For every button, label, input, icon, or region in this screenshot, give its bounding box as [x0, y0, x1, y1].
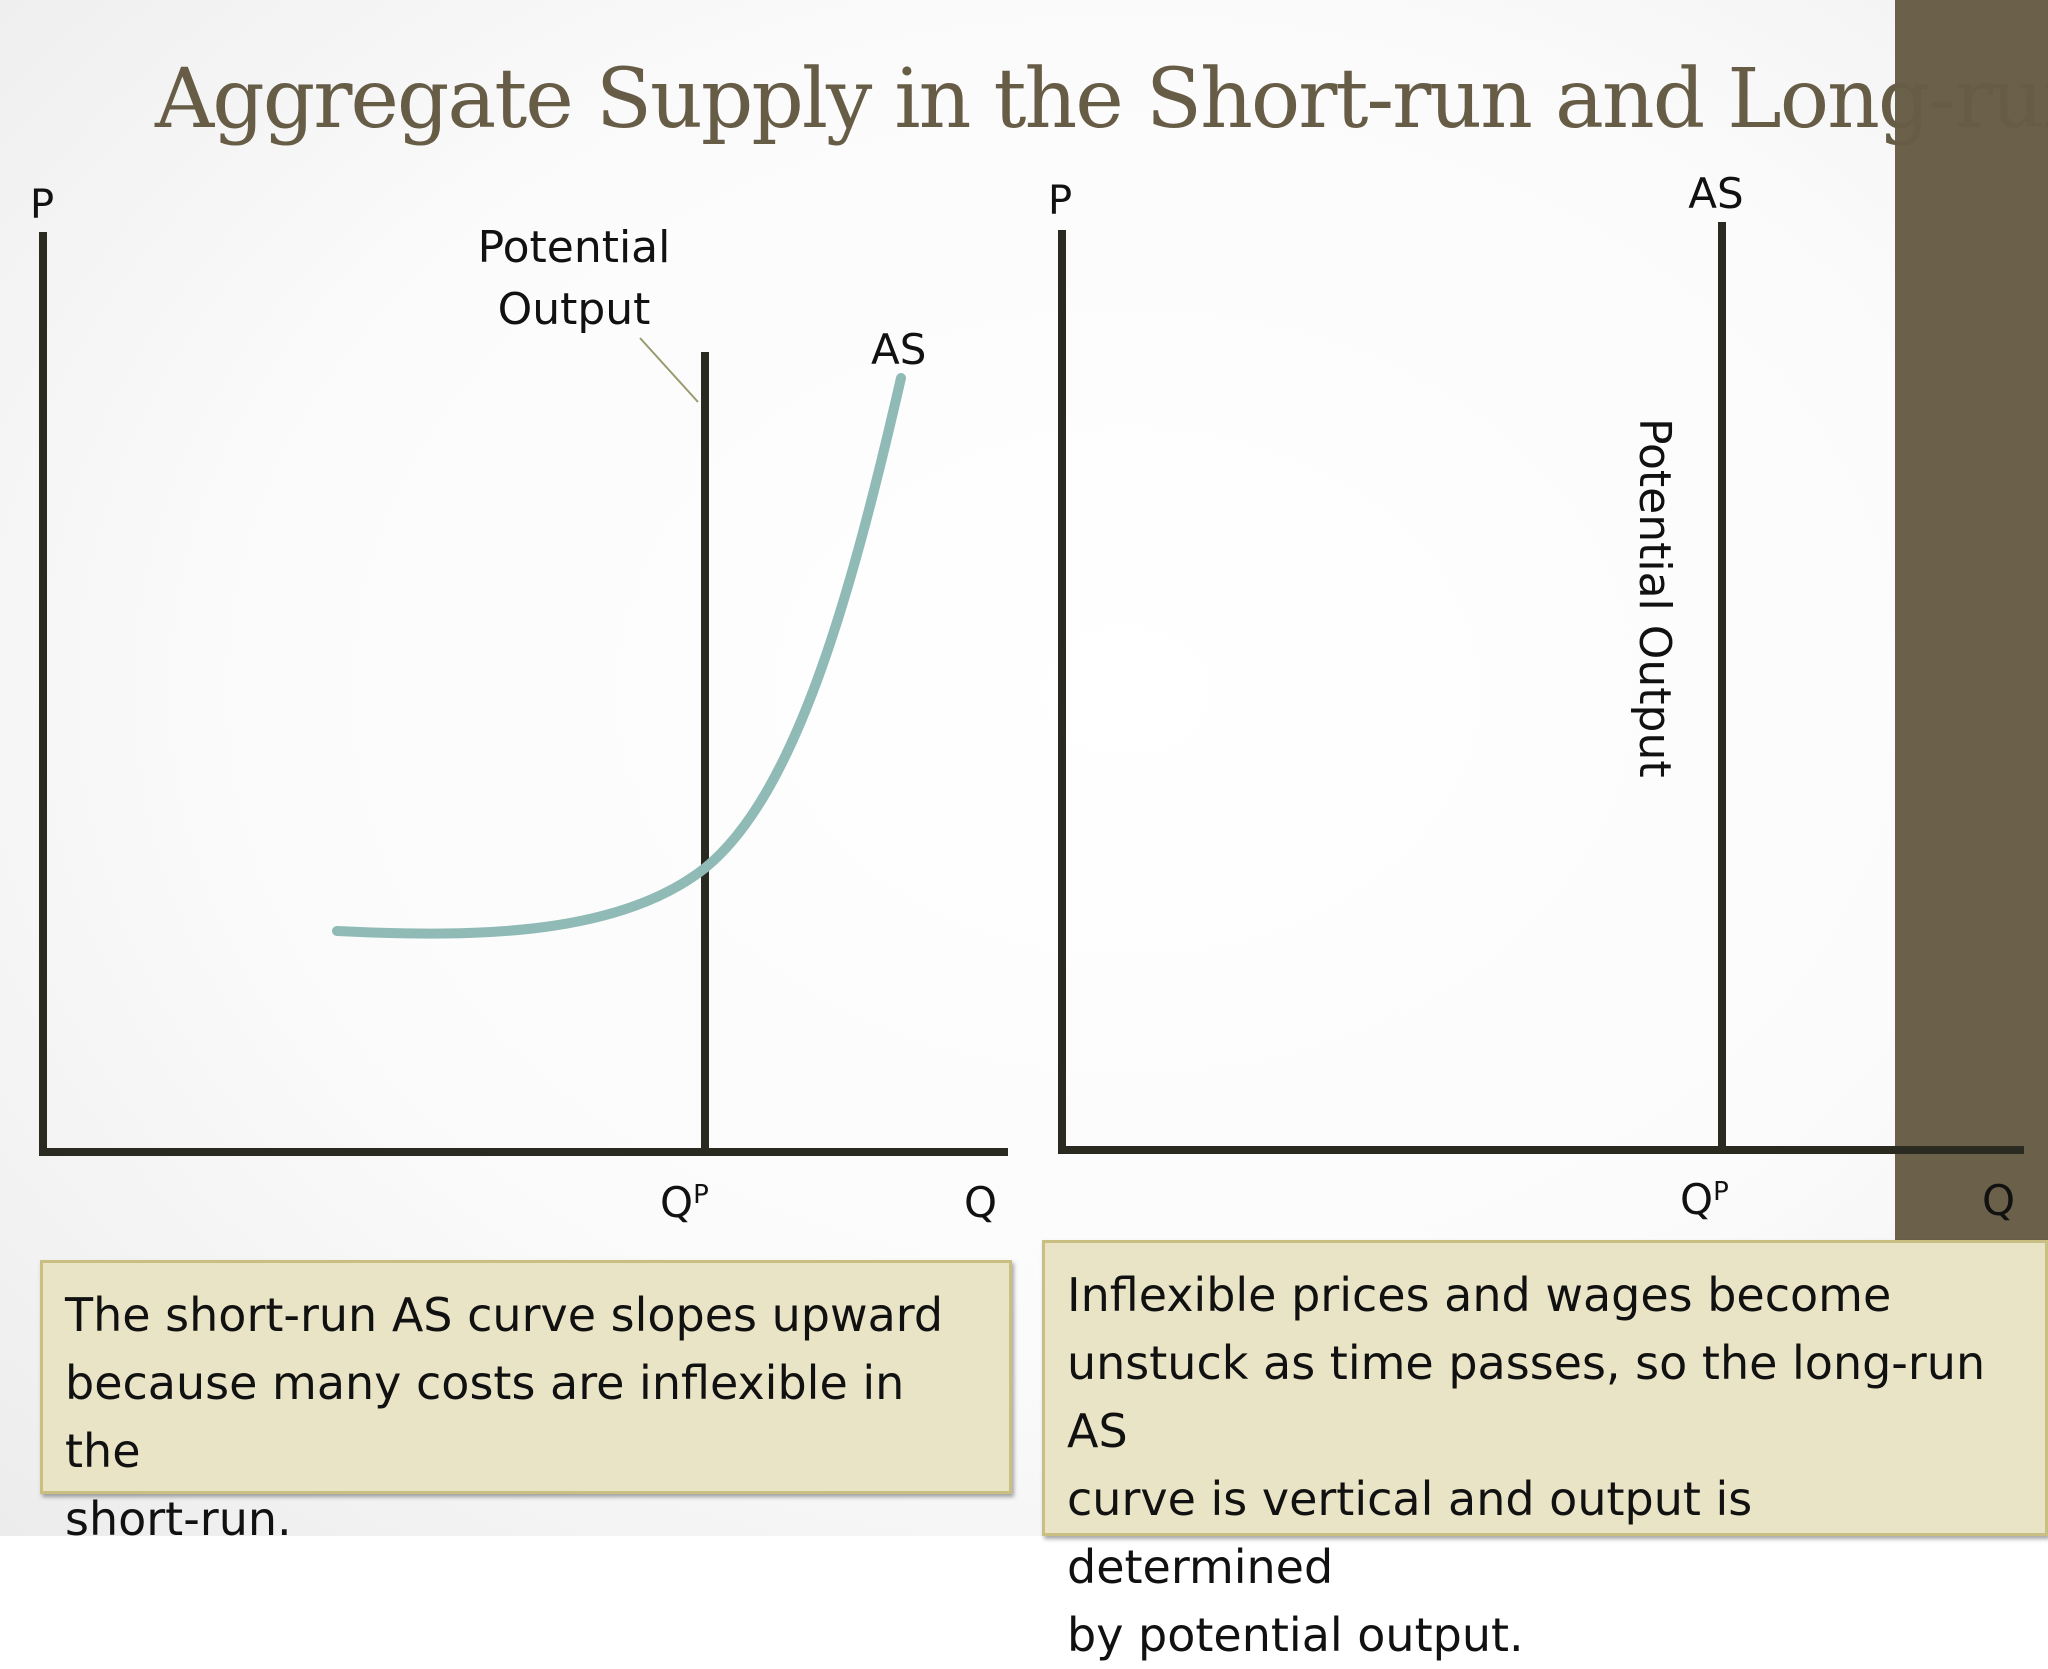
caption-line: unstuck as time passes, so the long-run … [1067, 1336, 1986, 1458]
diagram: P Potential Output AS QP Q P AS Potentia… [30, 169, 2024, 1227]
right-y-axis-label: P [1048, 178, 1072, 224]
left-potential-label-line1: Potential [478, 222, 671, 273]
caption-line: because many costs are inflexible in the [65, 1356, 905, 1478]
short-run-as-curve [332, 373, 906, 939]
short-run-caption-box: The short-run AS curve slopes upward bec… [40, 1260, 1012, 1546]
slide-title: Aggregate Supply in the Short-run and Lo… [155, 52, 2048, 147]
left-y-axis-label: P [30, 182, 54, 228]
left-diagram: P Potential Output AS QP Q [30, 182, 1008, 1227]
caption-line: curve is vertical and output is determin… [1067, 1472, 1753, 1594]
left-x-axis-label: Q [964, 1178, 997, 1227]
caption-line: short-run. [65, 1492, 292, 1546]
caption-line: Inflexible prices and wages become [1067, 1268, 1892, 1322]
long-run-caption-box: Inflexible prices and wages become unstu… [1042, 1240, 2048, 1662]
caption-line: The short-run AS curve slopes upward [65, 1288, 944, 1342]
left-as-curve-label: AS [871, 325, 926, 374]
right-potential-output-label: Potential Output [1629, 418, 1680, 778]
left-qp-label: QP [660, 1178, 709, 1227]
left-potential-output-leader [639, 337, 699, 403]
right-as-label: AS [1688, 169, 1743, 218]
caption-line: by potential output. [1067, 1608, 1524, 1662]
right-qp-superscript: P [1713, 1177, 1729, 1207]
right-qp-main: Q [1680, 1175, 1713, 1224]
right-diagram: P AS Potential Output QP Q [1048, 169, 2024, 1225]
right-qp-label: QP [1680, 1175, 1729, 1224]
left-qp-superscript: P [693, 1180, 709, 1210]
left-potential-label-line2: Output [498, 284, 651, 335]
left-qp-main: Q [660, 1178, 693, 1227]
right-x-axis-label: Q [1982, 1176, 2015, 1225]
